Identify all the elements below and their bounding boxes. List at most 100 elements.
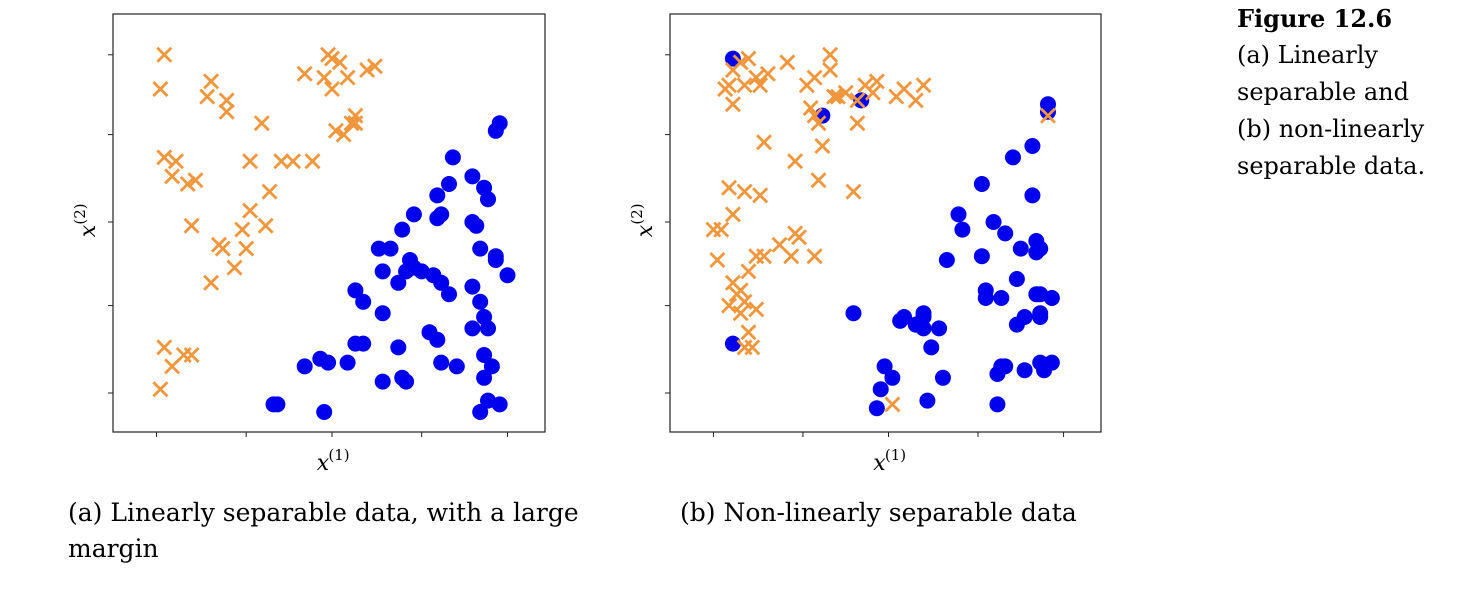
data-point-dot	[421, 324, 438, 341]
data-point-cross	[273, 153, 290, 170]
data-point-cross	[868, 73, 885, 90]
data-point-dot	[487, 252, 504, 268]
data-point-cross	[179, 176, 196, 192]
data-point-dot	[931, 320, 948, 337]
x-axis-label-sup: (1)	[328, 446, 349, 464]
data-point-dot	[985, 214, 1002, 230]
data-point-dot	[491, 396, 508, 413]
data-point-dot	[339, 354, 356, 371]
data-point-dot	[374, 305, 391, 322]
data-point-dot	[355, 335, 372, 352]
data-point-cross	[810, 172, 827, 189]
figure-caption-line: (b) non-linearly	[1237, 115, 1425, 143]
data-point-cross	[736, 183, 753, 200]
data-point-cross	[721, 297, 737, 314]
data-point-dot	[347, 282, 364, 299]
data-point-dot	[1032, 305, 1049, 322]
data-point-cross	[152, 381, 169, 398]
data-point-cross	[756, 248, 773, 265]
data-point-dot	[269, 396, 286, 413]
data-point-cross	[242, 202, 259, 219]
scatter-plot-b: x (1)x(2)	[628, 13, 1102, 476]
data-point-dot	[1012, 240, 1029, 257]
data-point-cross	[740, 263, 757, 280]
data-point-cross	[359, 62, 376, 78]
data-point-cross	[752, 187, 769, 204]
data-point-cross	[802, 100, 819, 116]
data-point-cross	[316, 69, 333, 86]
plot-frame	[669, 13, 1102, 433]
data-point-dot	[296, 358, 313, 375]
data-point-cross	[304, 153, 321, 170]
data-point-cross	[748, 69, 765, 86]
data-point-dot	[398, 373, 415, 390]
data-point-dot	[390, 274, 407, 291]
data-point-dot	[382, 240, 399, 257]
data-point-cross	[845, 183, 862, 200]
data-point-cross	[787, 225, 804, 242]
data-point-cross	[721, 179, 737, 196]
data-point-cross	[806, 248, 823, 265]
data-point-cross	[740, 324, 757, 341]
data-point-dot	[441, 176, 457, 192]
data-point-cross	[183, 217, 200, 234]
figure-caption: Figure 12.6 (a) Linearly separable and (…	[1237, 0, 1457, 185]
data-point-cross	[164, 168, 181, 185]
data-point-cross	[732, 305, 749, 322]
data-point-cross	[717, 81, 734, 97]
data-point-cross	[736, 293, 753, 310]
data-point-dot	[464, 168, 481, 185]
data-point-dot	[355, 293, 372, 310]
figure-caption-line: (a) Linearly	[1237, 41, 1378, 69]
scatter-plot-a: x (1)x(2)	[71, 13, 546, 476]
data-point-dot	[390, 339, 407, 356]
data-point-cross	[829, 88, 846, 105]
data-point-dot	[464, 320, 481, 337]
data-point-dot	[468, 217, 485, 234]
data-point-dot	[1008, 271, 1025, 287]
data-point-dot	[394, 221, 411, 238]
figure-number: Figure 12.6	[1237, 4, 1393, 33]
data-point-dot	[433, 274, 450, 291]
plot-frame	[112, 13, 546, 433]
data-point-dot	[872, 381, 889, 398]
data-point-cross	[242, 153, 259, 170]
data-point-dot	[1036, 362, 1053, 379]
data-point-dot	[499, 267, 516, 284]
data-point-cross	[156, 339, 173, 356]
data-point-cross	[736, 77, 753, 94]
data-point-dot	[374, 373, 391, 390]
data-point-cross	[296, 65, 313, 82]
data-point-cross	[779, 54, 796, 71]
data-point-dot	[876, 358, 893, 375]
data-point-dot	[1043, 290, 1060, 306]
data-point-cross	[285, 153, 301, 170]
data-point-cross	[234, 221, 251, 238]
data-point-dot	[845, 305, 862, 322]
data-point-dot	[724, 50, 741, 67]
data-point-dot	[476, 369, 493, 386]
data-point-dot	[464, 278, 481, 295]
data-point-cross	[837, 84, 854, 101]
data-point-dot	[405, 206, 422, 223]
y-axis-label-sup: (2)	[628, 203, 646, 224]
data-point-cross	[331, 54, 348, 71]
data-point-dot	[989, 366, 1006, 382]
data-point-cross	[253, 115, 270, 132]
data-point-cross	[826, 88, 843, 105]
data-point-dot	[448, 358, 465, 375]
data-point-dot	[1028, 244, 1045, 261]
y-axis-label-group: x(2)	[628, 203, 658, 237]
data-point-cross	[257, 217, 274, 234]
data-point-dot	[1004, 149, 1021, 166]
data-point-dot	[1016, 362, 1033, 379]
data-point-cross	[849, 92, 866, 109]
data-point-dot	[1039, 96, 1056, 113]
data-point-dot	[724, 335, 741, 352]
data-point-cross	[156, 46, 173, 63]
figure-caption-line: separable data.	[1237, 152, 1426, 180]
data-point-cross	[724, 62, 741, 78]
data-point-cross	[324, 50, 340, 67]
data-point-dot	[480, 320, 496, 337]
data-point-cross	[152, 81, 169, 97]
